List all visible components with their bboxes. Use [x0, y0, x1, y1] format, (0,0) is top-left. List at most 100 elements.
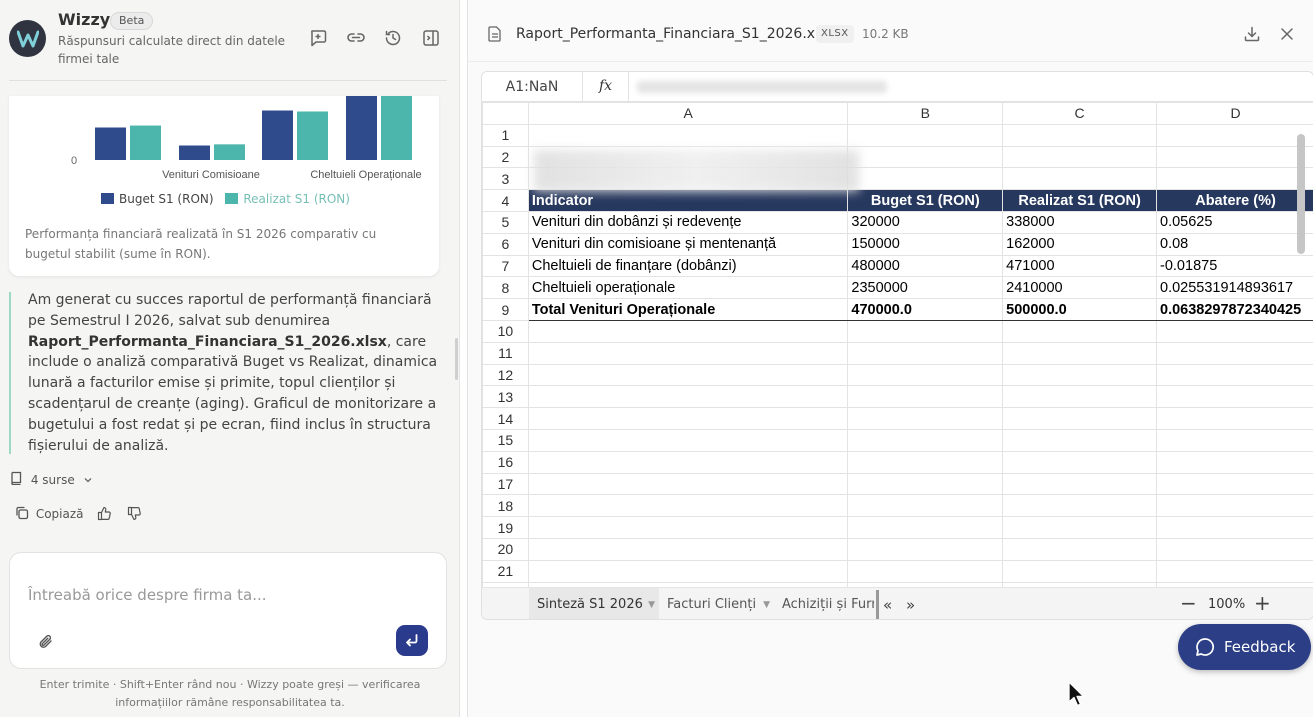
cell[interactable]: [1002, 407, 1158, 430]
row-number[interactable]: 19: [482, 516, 529, 539]
bar-realizat-0[interactable]: [130, 125, 161, 160]
sheet-tab-sinteza[interactable]: Sinteză S1 2026 ▼: [529, 588, 659, 619]
cell[interactable]: [527, 407, 849, 430]
bar-realizat-3[interactable]: [381, 96, 412, 160]
cell[interactable]: [527, 516, 849, 539]
cell[interactable]: [527, 494, 849, 518]
new-chat-icon[interactable]: [309, 29, 329, 49]
cell[interactable]: 150000: [847, 232, 1004, 256]
attach-icon[interactable]: [38, 633, 56, 651]
cell[interactable]: Buget S1 (RON): [847, 189, 1004, 212]
row-number[interactable]: 15: [482, 428, 529, 452]
cell[interactable]: [1002, 385, 1158, 409]
row-number[interactable]: 17: [482, 472, 529, 496]
link-icon[interactable]: [346, 29, 366, 49]
cell[interactable]: [1156, 450, 1313, 474]
cell[interactable]: [527, 428, 849, 452]
cell[interactable]: [1156, 363, 1313, 387]
cell[interactable]: [527, 385, 849, 409]
cell[interactable]: [1156, 581, 1313, 587]
scroll-tabs-right-icon[interactable]: »: [906, 596, 916, 614]
cell[interactable]: 471000: [1002, 254, 1158, 278]
chat-scrollbar[interactable]: [455, 338, 458, 380]
cell[interactable]: [527, 559, 849, 583]
cell[interactable]: [527, 123, 849, 147]
cell[interactable]: [847, 559, 1004, 583]
cell[interactable]: [1156, 385, 1313, 409]
row-number[interactable]: 1: [482, 123, 529, 147]
row-number[interactable]: 10: [482, 319, 529, 343]
cell[interactable]: [847, 494, 1004, 518]
cell[interactable]: 162000: [1002, 232, 1158, 256]
cell[interactable]: [1002, 341, 1158, 365]
row-number[interactable]: 16: [482, 450, 529, 474]
row-number[interactable]: 21: [482, 559, 529, 583]
tab-caret-icon[interactable]: ▼: [763, 600, 770, 610]
row-number[interactable]: 14: [482, 407, 529, 430]
cell-reference[interactable]: A1:NaN: [482, 72, 583, 102]
cell[interactable]: [1156, 167, 1313, 191]
cell[interactable]: Abatere (%): [1156, 189, 1313, 212]
tab-caret-icon[interactable]: ▼: [648, 600, 655, 610]
cell[interactable]: [847, 385, 1004, 409]
cell[interactable]: [1002, 428, 1158, 452]
cell[interactable]: [1002, 559, 1158, 583]
chat-input[interactable]: Întreabă orice despre firma ta...: [28, 586, 267, 604]
row-number[interactable]: 2: [482, 145, 529, 169]
cell[interactable]: [847, 537, 1004, 561]
row-number[interactable]: 11: [482, 341, 529, 365]
cell[interactable]: [1156, 123, 1313, 147]
cell[interactable]: Total Venituri Operaționale: [527, 298, 849, 321]
cell[interactable]: [847, 363, 1004, 387]
cell[interactable]: 0.05625: [1156, 210, 1313, 234]
zoom-out-icon[interactable]: −: [1180, 591, 1197, 615]
cell[interactable]: [1002, 123, 1158, 147]
cell[interactable]: Cheltuieli operaționale: [527, 276, 849, 300]
cell[interactable]: [527, 537, 849, 561]
cell[interactable]: -0.01875: [1156, 254, 1313, 278]
row-number[interactable]: 12: [482, 363, 529, 387]
cell[interactable]: 480000: [847, 254, 1004, 278]
bar-buget-0[interactable]: [95, 127, 126, 161]
cell[interactable]: 0.08: [1156, 232, 1313, 256]
cell[interactable]: [1156, 472, 1313, 496]
cell[interactable]: 0.0638297872340425: [1156, 298, 1313, 321]
cell[interactable]: 500000.0: [1002, 298, 1158, 321]
bar-buget-1[interactable]: [179, 145, 210, 161]
cell[interactable]: [527, 581, 849, 587]
cell[interactable]: [847, 450, 1004, 474]
bar-buget-2[interactable]: [262, 110, 293, 161]
column-header[interactable]: C: [1002, 102, 1158, 125]
cell[interactable]: [847, 145, 1004, 169]
cell[interactable]: [1156, 559, 1313, 583]
bar-realizat-2[interactable]: [297, 111, 328, 160]
cell[interactable]: Realizat S1 (RON): [1002, 189, 1158, 212]
download-icon[interactable]: [1243, 25, 1261, 43]
cell[interactable]: Venituri din comisioane și mentenanță: [527, 232, 849, 256]
cell[interactable]: [1156, 341, 1313, 365]
column-header[interactable]: D: [1156, 102, 1313, 125]
row-number[interactable]: 8: [482, 276, 529, 300]
scroll-tabs-left-icon[interactable]: «: [883, 596, 893, 614]
cell[interactable]: [847, 123, 1004, 147]
cell[interactable]: [847, 516, 1004, 539]
cell[interactable]: [847, 167, 1004, 191]
cell[interactable]: [847, 472, 1004, 496]
cell[interactable]: [1156, 428, 1313, 452]
copy-button[interactable]: Copiază: [15, 506, 84, 521]
row-number[interactable]: 9: [482, 298, 529, 321]
row-number[interactable]: 7: [482, 254, 529, 278]
cell[interactable]: [847, 407, 1004, 430]
close-icon[interactable]: [1279, 26, 1295, 42]
row-number[interactable]: 6: [482, 232, 529, 256]
cell[interactable]: [1156, 145, 1313, 169]
cell[interactable]: 320000: [847, 210, 1004, 234]
cell[interactable]: [1002, 450, 1158, 474]
cell[interactable]: [1156, 407, 1313, 430]
vertical-scrollbar[interactable]: [1297, 134, 1305, 254]
cell[interactable]: [527, 341, 849, 365]
cell[interactable]: [1002, 363, 1158, 387]
cell[interactable]: [1002, 494, 1158, 518]
cell[interactable]: [1002, 319, 1158, 343]
history-icon[interactable]: [384, 29, 404, 49]
